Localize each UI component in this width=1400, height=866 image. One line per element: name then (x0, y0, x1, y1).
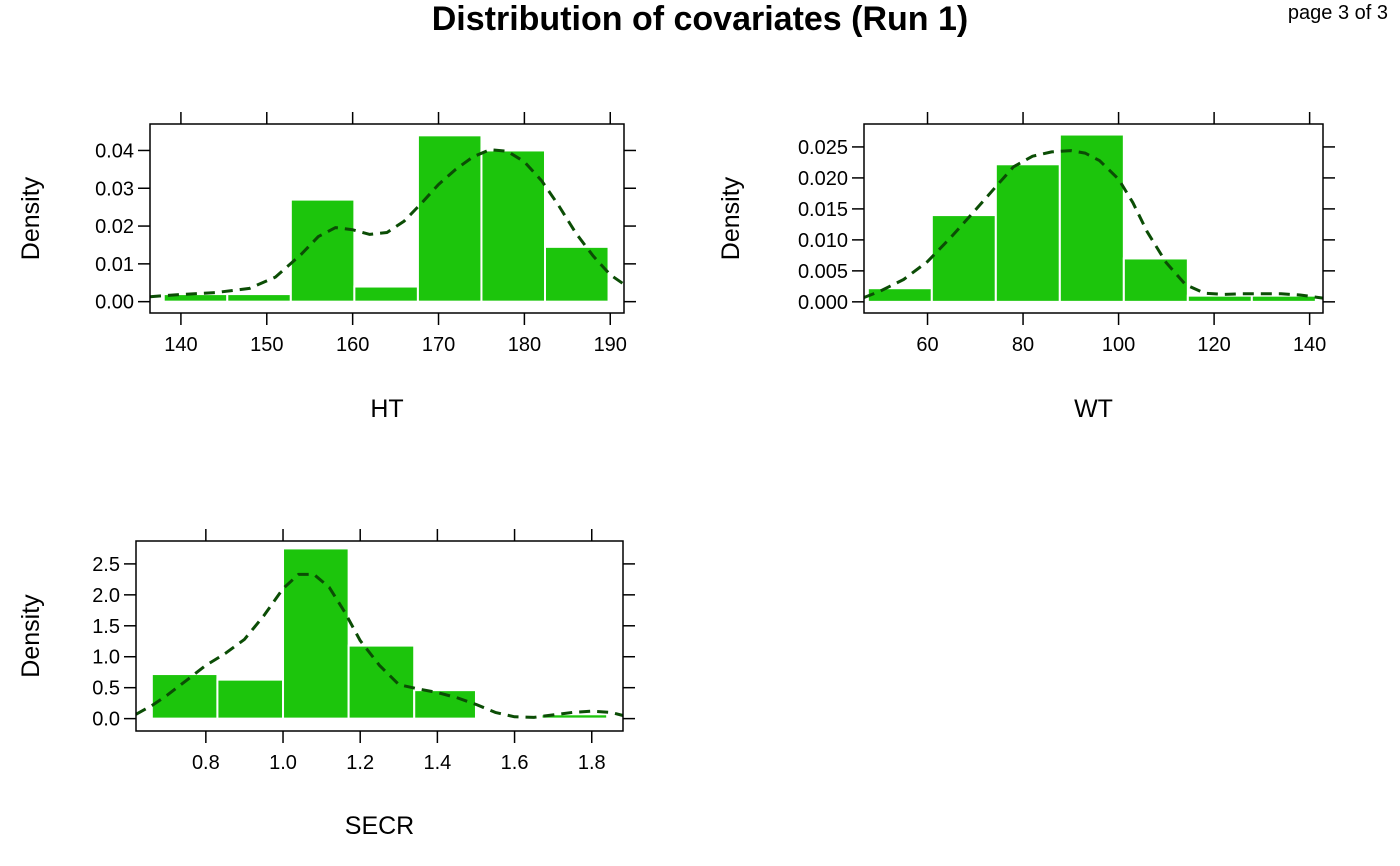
panel-ht: 140 150 160 170 180 190 0.00 0.01 0.02 0.03 0.04 HT… (17, 112, 636, 423)
y-axis-label: Density (717, 176, 745, 260)
x-tick-label: 1.2 (346, 752, 374, 774)
histogram-bar (1250, 294, 1317, 303)
panel-secr: 0.8 1.0 1.2 1.4 1.6 1.8 0.0 0.5 1.0 1.5 2.0 2.5 SECR… (17, 529, 635, 840)
y-tick-label: 0.000 (798, 292, 848, 314)
y-tick-label: 0.03 (95, 178, 134, 200)
x-tick-label: 140 (1293, 334, 1326, 356)
page-indicator: page 3 of 3 (1287, 2, 1388, 24)
density-curve (863, 149, 1324, 300)
y-tick-label: 0.5 (92, 678, 120, 700)
x-tick-label: 1.8 (578, 752, 606, 774)
x-tick-label: 60 (916, 334, 938, 356)
x-tick-label: 180 (508, 334, 541, 356)
histogram-bar (289, 198, 356, 303)
x-tick-label: 80 (1012, 334, 1034, 356)
histogram-bar (930, 214, 997, 303)
y-tick-label: 2.0 (92, 585, 120, 607)
y-tick-label: 0.015 (798, 199, 848, 221)
x-axis-label: SECR (345, 812, 414, 840)
x-tick-label: 100 (1102, 334, 1135, 356)
y-tick-label: 0.025 (798, 137, 848, 159)
histogram-bar (480, 149, 546, 303)
histogram-bar (216, 678, 285, 720)
histogram-bar (540, 713, 609, 720)
y-tick-label: 0.02 (95, 216, 134, 238)
panel-wt: 60 80 100 120 140 0.000 0.005 0.010 0.015 0.020 0.… (717, 112, 1335, 423)
y-tick-label: 0.010 (798, 230, 848, 252)
page-title: Distribution of covariates (Run 1) (431, 0, 969, 38)
x-tick-label: 1.4 (423, 752, 451, 774)
histogram-bar (866, 287, 933, 303)
y-tick-label: 0.00 (95, 292, 134, 314)
x-tick-label: 120 (1197, 334, 1230, 356)
panel-frame (135, 540, 624, 732)
x-tick-label: 140 (164, 334, 197, 356)
x-tick-label: 170 (422, 334, 455, 356)
x-tick-label: 1.0 (269, 752, 297, 774)
x-axis-label: HT (370, 395, 403, 423)
x-tick-label: 160 (336, 334, 369, 356)
histogram-bar (347, 644, 416, 720)
y-tick-label: 1.0 (92, 647, 120, 669)
histogram-bar (544, 245, 610, 303)
x-tick-label: 1.6 (501, 752, 529, 774)
y-tick-label: 1.5 (92, 616, 120, 638)
histogram-bar (1186, 294, 1253, 303)
x-tick-label: 0.8 (192, 752, 220, 774)
histogram-bar (416, 134, 483, 303)
y-tick-label: 0.0 (92, 709, 120, 731)
histogram-bar (994, 163, 1061, 303)
histogram-bar (282, 547, 350, 720)
x-tick-label: 190 (594, 334, 627, 356)
x-axis-label: WT (1074, 395, 1113, 423)
panel-frame (863, 123, 1324, 314)
y-tick-label: 0.005 (798, 261, 848, 283)
y-axis-label: Density (17, 594, 45, 678)
y-tick-label: 0.04 (95, 140, 134, 162)
panel-frame (149, 123, 625, 314)
x-tick-label: 150 (250, 334, 283, 356)
y-tick-label: 2.5 (92, 554, 120, 576)
y-tick-label: 0.01 (95, 254, 134, 276)
histogram-bar (1058, 133, 1125, 303)
y-tick-label: 0.020 (798, 168, 848, 190)
histogram-bar (1122, 257, 1189, 303)
histogram-bar (353, 285, 419, 303)
density-curve (135, 572, 624, 719)
y-axis-label: Density (17, 176, 45, 260)
density-curve (149, 148, 625, 299)
histogram-bar (226, 293, 292, 303)
